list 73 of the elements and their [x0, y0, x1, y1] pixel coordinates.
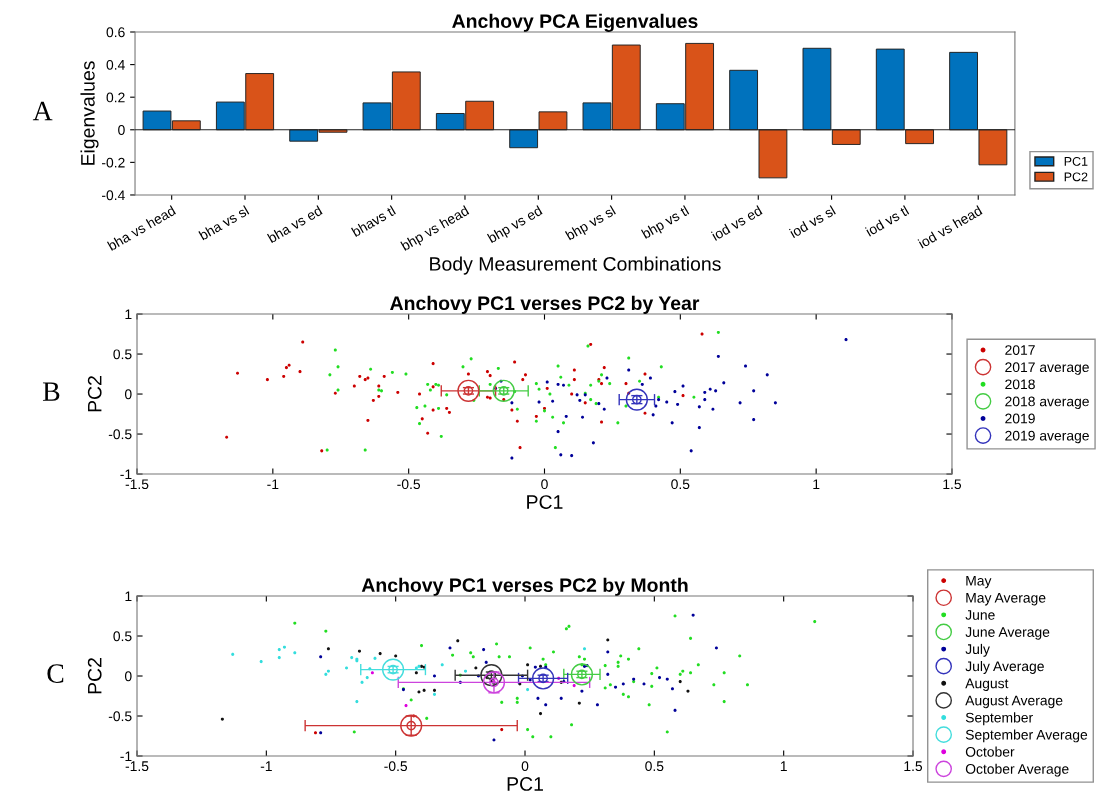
chart-title: Anchovy PC1 verses PC2 by Year [390, 295, 700, 314]
legend-label: July [965, 643, 990, 657]
text: B [42, 382, 60, 401]
y-tick-label: 0 [118, 125, 125, 135]
x-tick-label: -1.5 [125, 479, 149, 490]
legend-label: August Average [965, 695, 1063, 709]
x-axis-title: PC1 [507, 777, 543, 791]
y-tick-label: 0.5 [113, 631, 132, 642]
y-tick-label: 0 [124, 671, 132, 682]
x-tick-label: iod vs ed [710, 205, 763, 241]
x-tick-label: 0 [521, 761, 529, 772]
y-tick-label: 1 [125, 309, 132, 320]
chart-title: Anchovy PCA Eigenvalues [452, 13, 698, 32]
y-tick-label: -0.5 [108, 429, 132, 440]
text: C [47, 664, 64, 683]
legend-label: October Average [965, 763, 1069, 777]
x-tick-label: 1.5 [943, 479, 962, 490]
x-axis-title: Body Measurement Combinations [430, 256, 721, 275]
x-tick-label: -0.5 [384, 761, 408, 772]
x-tick-label: 1.5 [904, 761, 923, 772]
legend-label: August [965, 678, 1009, 692]
chart-title: Anchovy PC1 verses PC2 by Month [361, 577, 688, 596]
x-tick-label: 1 [813, 479, 820, 489]
y-tick-label: 0.2 [106, 92, 125, 103]
y-tick-label: -1 [120, 469, 132, 480]
x-tick-label: bha vs sl [198, 205, 250, 241]
x-tick-label: -1 [267, 479, 279, 489]
x-tick-label: bhp vs tl [640, 205, 691, 242]
x-tick-label: iod vs tl [864, 205, 910, 237]
y-tick-label: -0.5 [108, 711, 132, 722]
legend-label: June [965, 610, 995, 620]
legend-label: May Average [966, 593, 1046, 606]
legend-label: July Average [965, 660, 1044, 674]
x-axis-title: PC1 [527, 495, 563, 509]
y-tick-label: 0 [124, 389, 132, 400]
legend-label: PC2 [1064, 172, 1088, 182]
x-tick-label: bhp vs head [400, 205, 471, 254]
x-tick-label: bhp vs sl [564, 205, 618, 243]
legend-label: PC1 [1064, 157, 1088, 166]
legend-label: October [965, 746, 1015, 757]
legend-label: 2017 average [1005, 362, 1089, 375]
x-tick-label: 0.5 [671, 479, 690, 490]
legend-label: 2018 [1005, 379, 1035, 390]
x-tick-label: bha vs head [106, 205, 177, 251]
legend-label: May [966, 575, 992, 589]
x-tick-label: iod vs sl [788, 205, 836, 239]
legend-label: June Average [965, 627, 1050, 640]
y-axis-title: PC2 [87, 376, 102, 412]
y-axis-title: PC2 [87, 658, 102, 694]
x-tick-label: 1 [780, 761, 787, 771]
legend-label: 2017 [1005, 345, 1035, 355]
text: A [32, 101, 53, 121]
y-tick-label: 0.5 [113, 349, 132, 360]
x-tick-label: 0 [541, 479, 548, 490]
x-tick-label: -1 [260, 761, 272, 771]
y-tick-label: 0.6 [106, 27, 125, 38]
legend-label: September Average [965, 729, 1088, 743]
y-tick-label: -1 [120, 751, 132, 762]
x-tick-label: iod vs head [917, 205, 983, 249]
legend-label: 2018 average [1005, 396, 1089, 410]
x-tick-label: -1.5 [125, 761, 149, 772]
legend-label: 2019 average [1005, 430, 1089, 444]
y-tick-label: -0.4 [101, 190, 125, 201]
y-tick-label: 0.4 [106, 59, 125, 70]
legend-label: 2019 [1005, 413, 1035, 424]
y-tick-label: 1 [125, 591, 132, 602]
x-tick-label: bha vs ed [266, 205, 323, 244]
y-axis-title: Eigenvalues [80, 61, 99, 165]
x-tick-label: bhp vs ed [486, 205, 544, 246]
y-tick-label: -0.2 [101, 157, 125, 168]
x-tick-label: 0.5 [645, 761, 664, 772]
legend-label: September [965, 712, 1033, 726]
x-tick-label: -0.5 [397, 479, 421, 490]
